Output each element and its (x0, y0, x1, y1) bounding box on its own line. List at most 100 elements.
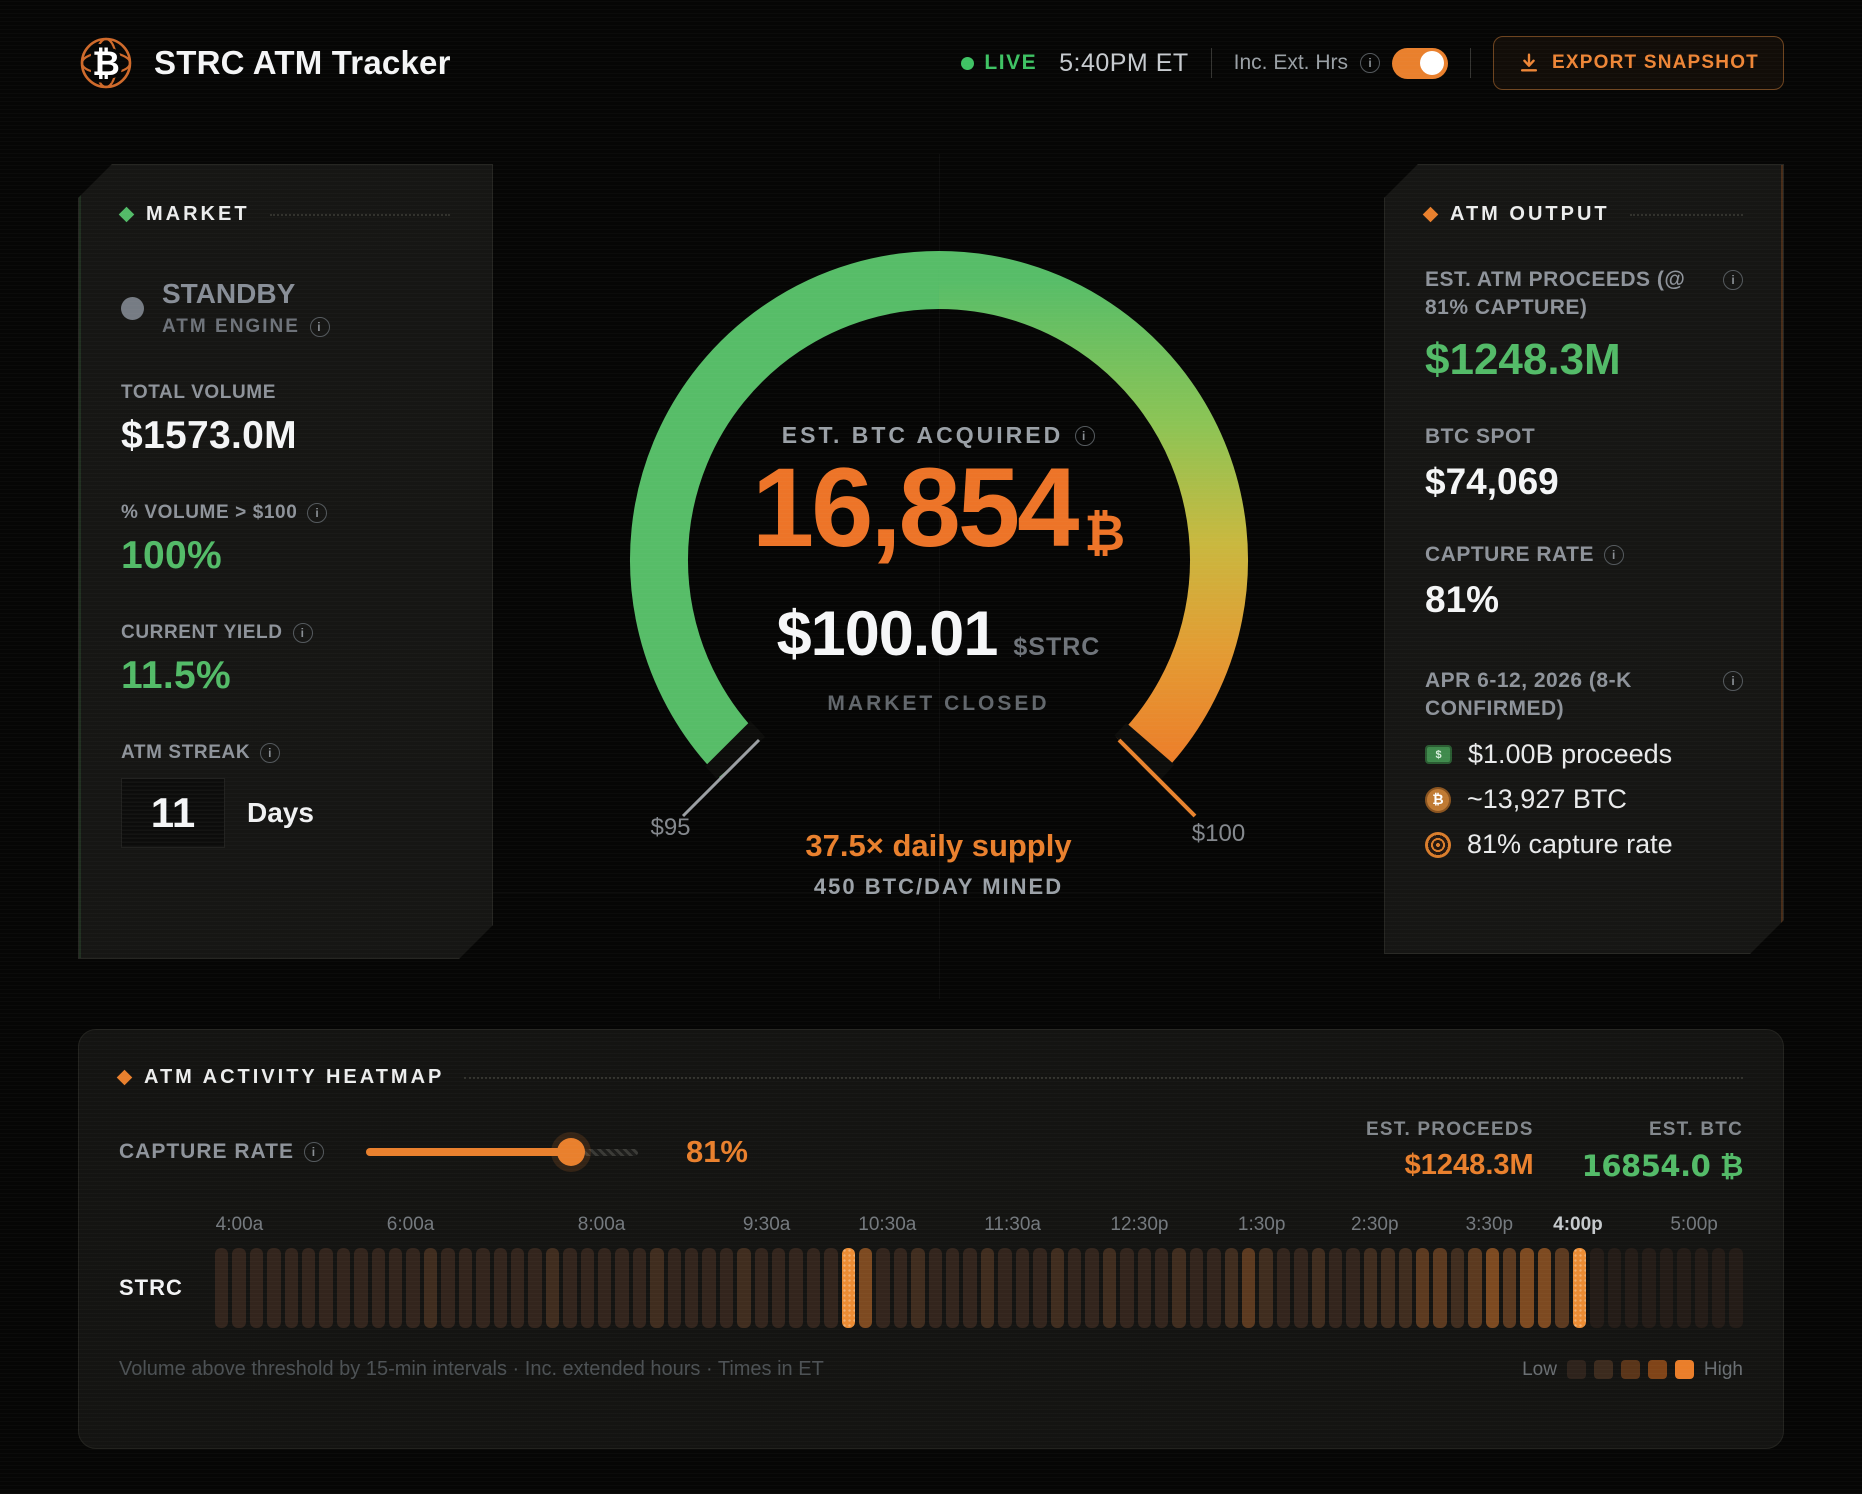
heatmap-cell[interactable] (1172, 1248, 1186, 1328)
heatmap-cell[interactable] (1189, 1248, 1204, 1328)
info-icon[interactable]: i (260, 743, 280, 763)
heatmap-cell[interactable] (841, 1248, 856, 1328)
heatmap-cell[interactable] (1224, 1248, 1238, 1328)
heatmap-cell[interactable] (1503, 1248, 1517, 1328)
heatmap-cell[interactable] (1067, 1248, 1082, 1328)
heatmap-cell[interactable] (1590, 1248, 1604, 1328)
heatmap-cell[interactable] (1520, 1248, 1534, 1328)
heatmap-cell[interactable] (597, 1248, 612, 1328)
heatmap-cell[interactable] (893, 1248, 908, 1328)
heatmap-cell[interactable] (1085, 1248, 1099, 1328)
heatmap-cell[interactable] (1120, 1248, 1134, 1328)
heatmap-cell[interactable] (789, 1248, 803, 1328)
capture-slider-knob[interactable] (557, 1137, 586, 1166)
info-icon[interactable]: i (1360, 53, 1381, 73)
heatmap-cell[interactable] (545, 1248, 560, 1328)
heatmap-cell[interactable] (493, 1248, 507, 1328)
heatmap-cell[interactable] (336, 1248, 351, 1328)
heatmap-cell[interactable] (458, 1248, 473, 1328)
heatmap-cell[interactable] (1537, 1248, 1552, 1328)
heatmap-cell[interactable] (615, 1248, 629, 1328)
heatmap-cell[interactable] (911, 1248, 925, 1328)
heatmap-cell[interactable] (1659, 1248, 1674, 1328)
heatmap-cell[interactable] (1642, 1248, 1656, 1328)
heatmap-cell[interactable] (1677, 1248, 1691, 1328)
heatmap-cell[interactable] (1381, 1248, 1395, 1328)
heatmap-cell[interactable] (1346, 1248, 1360, 1328)
heatmap-cell[interactable] (1294, 1248, 1308, 1328)
heatmap-cell[interactable] (371, 1248, 386, 1328)
heatmap-cell[interactable] (267, 1248, 281, 1328)
heatmap-cell[interactable] (632, 1248, 647, 1328)
heatmap-cell[interactable] (754, 1248, 768, 1328)
info-icon[interactable]: i (1604, 545, 1624, 565)
heatmap-cell[interactable] (1137, 1248, 1151, 1328)
heatmap-cell[interactable] (1694, 1248, 1708, 1328)
export-snapshot-button[interactable]: EXPORT SNAPSHOT (1493, 36, 1784, 90)
heatmap-cell[interactable] (406, 1248, 420, 1328)
capture-rate-slider[interactable] (365, 1137, 638, 1167)
heatmap-cell[interactable] (528, 1248, 542, 1328)
heatmap-cell[interactable] (476, 1248, 490, 1328)
heatmap-cell[interactable] (1363, 1248, 1378, 1328)
info-icon[interactable]: i (293, 623, 313, 643)
heatmap-cell[interactable] (1468, 1248, 1482, 1328)
heatmap-cell[interactable] (998, 1248, 1012, 1328)
info-icon[interactable]: i (307, 503, 327, 523)
info-icon[interactable]: i (1723, 671, 1743, 691)
heatmap-cell[interactable] (1433, 1248, 1447, 1328)
heatmap-cell[interactable] (1572, 1248, 1587, 1328)
info-icon[interactable]: i (1723, 270, 1743, 290)
heatmap-cell[interactable] (667, 1248, 681, 1328)
heatmap-cell[interactable] (284, 1248, 299, 1328)
heatmap-cell[interactable] (1329, 1248, 1343, 1328)
heatmap-cell[interactable] (876, 1248, 890, 1328)
heatmap-cell[interactable] (1015, 1248, 1030, 1328)
heatmap-cell[interactable] (1241, 1248, 1256, 1328)
heatmap-cell[interactable] (1555, 1248, 1569, 1328)
heatmap-cell[interactable] (1276, 1248, 1291, 1328)
heatmap-cell[interactable] (354, 1248, 368, 1328)
heatmap-cell[interactable] (1485, 1248, 1500, 1328)
heatmap-cell[interactable] (1450, 1248, 1465, 1328)
heatmap-cell[interactable] (302, 1248, 316, 1328)
heatmap-cell[interactable] (772, 1248, 786, 1328)
heatmap-cell[interactable] (824, 1248, 838, 1328)
heatmap-cell[interactable] (806, 1248, 821, 1328)
heatmap-cell[interactable] (1607, 1248, 1621, 1328)
heatmap-cell[interactable] (215, 1248, 229, 1328)
extended-hours-toggle[interactable] (1392, 47, 1449, 79)
heatmap-cell[interactable] (859, 1248, 873, 1328)
info-icon[interactable]: i (303, 1141, 324, 1162)
heatmap-cell[interactable] (441, 1248, 455, 1328)
heatmap-cell[interactable] (1729, 1248, 1743, 1328)
heatmap-cell[interactable] (389, 1248, 403, 1328)
heatmap-cell[interactable] (563, 1248, 577, 1328)
heatmap-cell[interactable] (232, 1248, 246, 1328)
heatmap-cell[interactable] (319, 1248, 333, 1328)
heatmap-cell[interactable] (1711, 1248, 1726, 1328)
heatmap-cell[interactable] (928, 1248, 943, 1328)
heatmap-cell[interactable] (1259, 1248, 1273, 1328)
heatmap-cell[interactable] (684, 1248, 699, 1328)
heatmap-cell[interactable] (1154, 1248, 1169, 1328)
heatmap-cell[interactable] (580, 1248, 594, 1328)
heatmap-cell[interactable] (1311, 1248, 1325, 1328)
info-icon[interactable]: i (310, 317, 330, 337)
heatmap-cell[interactable] (249, 1248, 264, 1328)
heatmap-cell[interactable] (510, 1248, 525, 1328)
heatmap-cell[interactable] (1416, 1248, 1430, 1328)
heatmap-cell[interactable] (1033, 1248, 1047, 1328)
heatmap-cell[interactable] (980, 1248, 995, 1328)
heatmap-cell[interactable] (1624, 1248, 1639, 1328)
info-icon[interactable]: i (1075, 425, 1096, 446)
heatmap-cell[interactable] (1207, 1248, 1221, 1328)
heatmap-cell[interactable] (737, 1248, 751, 1328)
heatmap-cell[interactable] (1398, 1248, 1413, 1328)
heatmap-cell[interactable] (1050, 1248, 1064, 1328)
heatmap-cell[interactable] (1102, 1248, 1117, 1328)
heatmap-cell[interactable] (650, 1248, 664, 1328)
heatmap-cell[interactable] (423, 1248, 438, 1328)
heatmap-cell[interactable] (719, 1248, 734, 1328)
heatmap-cell[interactable] (702, 1248, 716, 1328)
